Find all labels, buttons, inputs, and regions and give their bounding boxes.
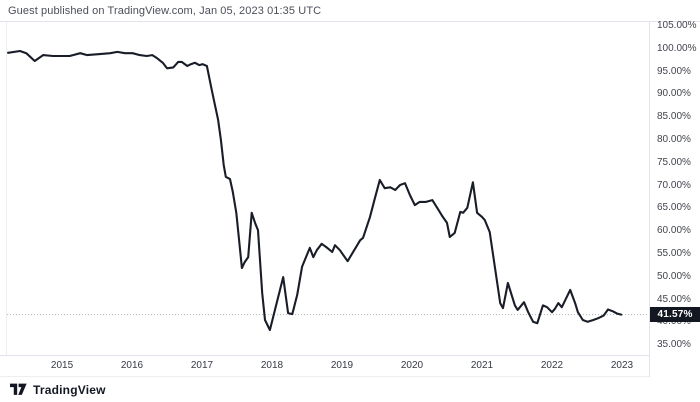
last-value-badge: 41.57% — [650, 307, 700, 323]
x-axis-label: 2019 — [330, 360, 354, 371]
tradingview-brand-link[interactable]: TradingView — [10, 383, 106, 397]
x-axis-label: 2015 — [50, 360, 74, 371]
y-axis-label: 75.00% — [657, 156, 691, 168]
x-axis-label: 2018 — [260, 360, 284, 371]
x-axis-label: 2017 — [190, 360, 214, 371]
plot-area[interactable] — [0, 22, 649, 355]
y-axis-label: 35.00% — [657, 339, 691, 351]
y-axis-label: 45.00% — [657, 293, 691, 305]
chart-pane: 41.57% 105.00% 100.00% 95.00% 90.00% 85.00% 8… — [0, 19, 700, 355]
y-axis-label: 50.00% — [657, 270, 691, 282]
x-axis-label: 2021 — [470, 360, 494, 371]
tradingview-brand-label: TradingView — [33, 382, 106, 397]
x-axis-label: 2022 — [540, 360, 564, 371]
publish-info-text: Guest published on TradingView.com, Jan … — [8, 4, 322, 17]
y-axis-label: 80.00% — [657, 133, 691, 145]
y-axis-label: 100.00% — [657, 42, 697, 54]
y-axis-label: 65.00% — [657, 202, 691, 214]
footer-bar: TradingView — [0, 377, 700, 402]
time-axis-corner — [649, 355, 700, 377]
y-axis-label: 105.00% — [657, 19, 697, 31]
tradingview-logo-icon — [10, 383, 27, 395]
x-axis-label: 2023 — [610, 360, 634, 371]
x-axis-label: 2016 — [120, 360, 144, 371]
time-axis-labels: 2015 2016 2017 2018 2019 2020 2021 2022 2023 — [0, 355, 649, 377]
y-axis-label: 85.00% — [657, 111, 691, 123]
time-axis[interactable]: 2015 2016 2017 2018 2019 2020 2021 2022 2023 — [0, 355, 700, 377]
dominance-line — [7, 49, 623, 332]
y-axis-label: 55.00% — [657, 247, 691, 259]
y-axis-label: 60.00% — [657, 225, 691, 237]
price-axis[interactable]: 41.57% 105.00% 100.00% 95.00% 90.00% 85.00% 8… — [649, 19, 700, 355]
x-axis-label: 2020 — [400, 360, 424, 371]
y-axis-label: 70.00% — [657, 179, 691, 191]
y-axis-label: 90.00% — [657, 88, 691, 100]
y-axis-label: 95.00% — [657, 65, 691, 77]
dominance-line-chart — [6, 22, 649, 355]
publish-info-bar: Guest published on TradingView.com, Jan … — [0, 0, 700, 22]
